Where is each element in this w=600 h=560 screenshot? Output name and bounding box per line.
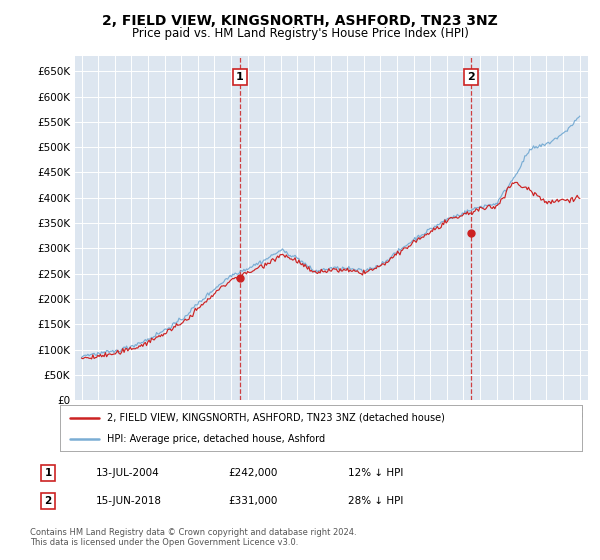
Text: 15-JUN-2018: 15-JUN-2018: [96, 496, 162, 506]
Text: £242,000: £242,000: [228, 468, 277, 478]
Text: 2: 2: [44, 496, 52, 506]
Text: 28% ↓ HPI: 28% ↓ HPI: [348, 496, 403, 506]
Text: Price paid vs. HM Land Registry's House Price Index (HPI): Price paid vs. HM Land Registry's House …: [131, 27, 469, 40]
Text: 1: 1: [44, 468, 52, 478]
Text: HPI: Average price, detached house, Ashford: HPI: Average price, detached house, Ashf…: [107, 435, 325, 444]
Text: 1: 1: [236, 72, 244, 82]
Text: 2, FIELD VIEW, KINGSNORTH, ASHFORD, TN23 3NZ: 2, FIELD VIEW, KINGSNORTH, ASHFORD, TN23…: [102, 14, 498, 28]
Text: 12% ↓ HPI: 12% ↓ HPI: [348, 468, 403, 478]
Text: 2, FIELD VIEW, KINGSNORTH, ASHFORD, TN23 3NZ (detached house): 2, FIELD VIEW, KINGSNORTH, ASHFORD, TN23…: [107, 413, 445, 423]
Text: 2: 2: [467, 72, 475, 82]
Text: Contains HM Land Registry data © Crown copyright and database right 2024.
This d: Contains HM Land Registry data © Crown c…: [30, 528, 356, 547]
Text: 13-JUL-2004: 13-JUL-2004: [96, 468, 160, 478]
Text: £331,000: £331,000: [228, 496, 277, 506]
